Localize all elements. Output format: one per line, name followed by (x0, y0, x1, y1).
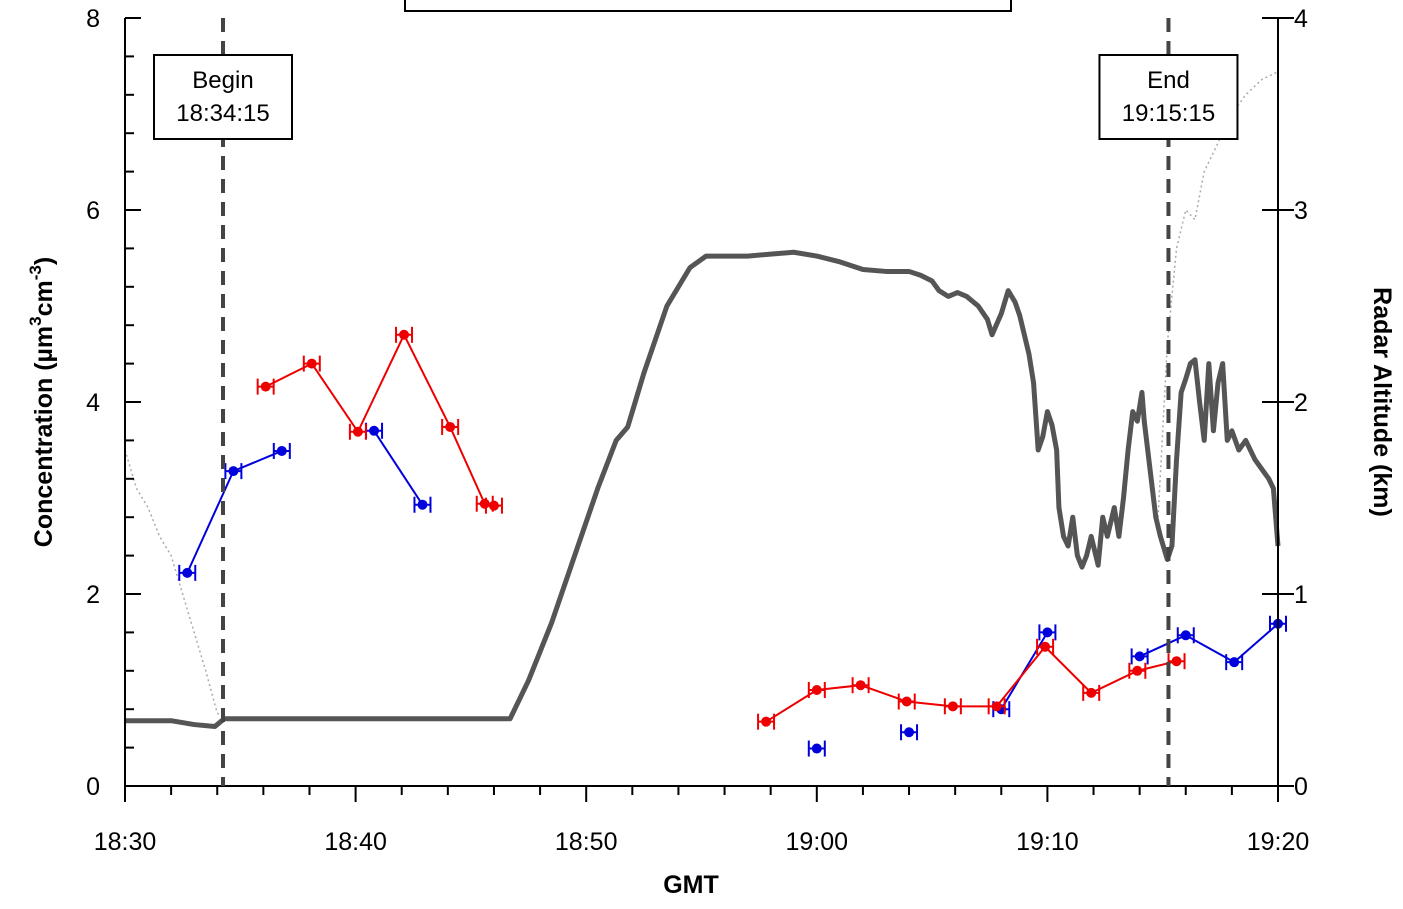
x-tick-label: 18:40 (324, 828, 387, 856)
marker (1042, 627, 1053, 638)
concentration-line (373, 430, 424, 506)
data-point (900, 724, 919, 741)
data-point (441, 418, 460, 435)
marker (904, 727, 915, 738)
begin-label-box (153, 54, 294, 140)
marker (855, 680, 866, 691)
data-point (413, 496, 432, 513)
marker (182, 567, 193, 578)
time-annotations: Begin 18:34:15 End 19:15:15 (153, 18, 1239, 786)
marker (445, 421, 456, 432)
right-axis-title: Radar Altitude (km) (1368, 287, 1396, 517)
marker (901, 696, 912, 707)
data-point (757, 713, 776, 730)
marker (276, 445, 287, 456)
data-point (484, 497, 503, 514)
data-point (1038, 624, 1057, 641)
axis-ticks: 18:30 18:40 18:50 19:00 19:10 19:20 0 2 4 6 8 0 1 2 3 4 (86, 5, 1309, 856)
end-label-box (1098, 54, 1239, 140)
x-tick-label: 19:10 (1016, 828, 1079, 856)
marker (947, 701, 958, 712)
marker (1040, 641, 1051, 652)
marker (1132, 665, 1143, 676)
concentration-line (765, 645, 1177, 723)
data-point (256, 378, 275, 395)
marker (352, 426, 363, 437)
data-point (807, 682, 826, 698)
data-point (1130, 648, 1149, 665)
marker (369, 425, 380, 436)
data-point (1225, 654, 1244, 671)
x-tick-label: 19:00 (786, 828, 849, 856)
data-point (302, 355, 321, 372)
marker (1134, 651, 1145, 662)
top-legend-box (404, 0, 1012, 12)
y-left-tick-label: 0 (86, 773, 100, 801)
annotation-time: 19:15:15 (1122, 100, 1215, 127)
x-tick-label: 18:50 (555, 828, 618, 856)
concentration-line (1139, 623, 1279, 664)
data-point (1176, 627, 1195, 644)
radar-altitude-line (125, 249, 1281, 729)
marker (260, 381, 271, 392)
marker (417, 499, 428, 510)
left-axis-title: Concentration (µm3cm-3) (26, 257, 58, 547)
marker (1171, 656, 1182, 667)
concentration-line (265, 332, 495, 507)
y-right-tick-label: 3 (1294, 197, 1308, 225)
data-point (1128, 662, 1147, 679)
data-point (897, 693, 916, 710)
annotation-time: 18:34:15 (176, 100, 269, 127)
y-left-tick-label: 8 (86, 5, 100, 33)
altitude-trace-faint (124, 449, 225, 720)
y-right-tick-label: 1 (1294, 581, 1308, 609)
marker (1180, 630, 1191, 641)
annotation-label: End (1147, 67, 1190, 94)
y-left-tick-label: 6 (86, 197, 100, 225)
data-point (851, 677, 870, 694)
marker (228, 466, 239, 477)
data-point (987, 698, 1006, 715)
annotation-label: Begin (192, 67, 253, 94)
data-point (348, 423, 367, 440)
y-right-tick-label: 2 (1294, 389, 1308, 417)
data-point (224, 463, 243, 480)
y-right-tick-label: 4 (1294, 5, 1308, 33)
y-left-tick-label: 2 (86, 581, 100, 609)
altitude-trace-faint (1157, 71, 1279, 518)
y-left-tick-label: 4 (86, 389, 100, 417)
x-axis-title: GMT (663, 871, 719, 899)
data-point (272, 442, 291, 459)
marker (306, 358, 317, 369)
marker (479, 498, 490, 509)
marker (811, 743, 822, 754)
plot-area (124, 71, 1287, 757)
marker (399, 329, 410, 340)
marker (1086, 687, 1097, 698)
data-point (943, 698, 962, 715)
data-point (1082, 684, 1101, 701)
data-point (807, 740, 826, 757)
data-point (1036, 638, 1055, 655)
marker (811, 685, 822, 695)
y-right-tick-label: 0 (1294, 773, 1308, 801)
marker (1229, 657, 1240, 668)
marker (991, 701, 1002, 712)
marker (488, 500, 499, 511)
data-point (178, 564, 197, 581)
data-point (1167, 653, 1186, 670)
x-tick-label: 18:30 (94, 828, 157, 856)
x-tick-label: 19:20 (1247, 828, 1310, 856)
data-point (395, 326, 414, 343)
marker (761, 716, 772, 727)
data-point (365, 422, 384, 439)
